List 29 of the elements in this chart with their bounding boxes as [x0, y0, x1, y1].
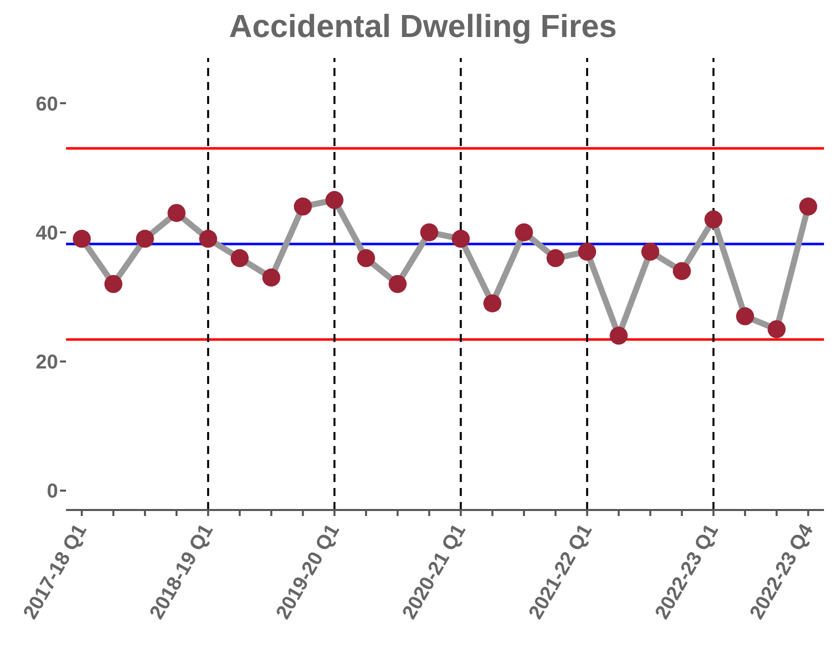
point [325, 191, 344, 210]
point [736, 307, 754, 326]
point [672, 262, 691, 280]
point [420, 223, 438, 242]
point [546, 249, 565, 268]
point [610, 326, 628, 345]
point [452, 230, 470, 248]
point [388, 275, 407, 293]
point [704, 210, 722, 228]
point [104, 275, 122, 293]
point [768, 320, 786, 338]
point [199, 230, 218, 248]
point [483, 294, 502, 312]
point [72, 230, 91, 248]
point [578, 242, 596, 261]
point [799, 198, 818, 216]
y-tick-label: 0 [46, 480, 58, 503]
point [294, 198, 312, 216]
y-tick-label: 20 [36, 352, 58, 374]
point [230, 249, 249, 268]
point [357, 249, 376, 268]
point [514, 223, 533, 242]
y-tick-label: 40 [36, 222, 58, 244]
point [641, 242, 660, 261]
point [136, 230, 154, 248]
point [168, 204, 186, 222]
y-tick-label: 60 [36, 93, 58, 116]
point [262, 268, 280, 287]
chart-title: Accidental Dwelling Fires [228, 8, 618, 46]
